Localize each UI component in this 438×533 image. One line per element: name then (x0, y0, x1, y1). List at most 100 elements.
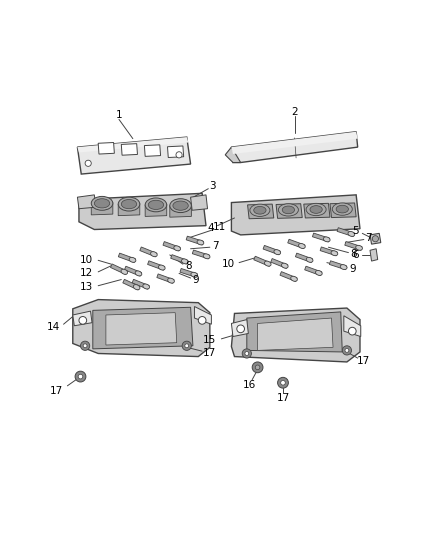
Polygon shape (171, 255, 188, 264)
Circle shape (75, 371, 86, 382)
Ellipse shape (332, 203, 352, 215)
Circle shape (184, 343, 190, 349)
Circle shape (255, 365, 260, 370)
Ellipse shape (129, 257, 136, 262)
Circle shape (81, 341, 90, 350)
Polygon shape (337, 228, 354, 237)
Ellipse shape (121, 269, 127, 274)
Polygon shape (344, 316, 361, 336)
Text: 14: 14 (47, 322, 60, 332)
Ellipse shape (291, 276, 297, 281)
Polygon shape (280, 272, 297, 281)
Ellipse shape (306, 257, 313, 262)
Text: 3: 3 (210, 181, 216, 191)
Ellipse shape (118, 197, 140, 211)
Text: 8: 8 (350, 249, 357, 259)
Polygon shape (186, 236, 203, 245)
Circle shape (372, 236, 378, 242)
Text: 17: 17 (203, 348, 216, 358)
Circle shape (176, 152, 182, 158)
Ellipse shape (197, 240, 204, 245)
Text: 1: 1 (116, 110, 122, 120)
Circle shape (78, 374, 83, 379)
Polygon shape (73, 300, 210, 357)
Polygon shape (167, 146, 184, 158)
Polygon shape (247, 204, 274, 219)
Polygon shape (330, 203, 356, 217)
Circle shape (349, 327, 356, 335)
Ellipse shape (306, 203, 326, 216)
Polygon shape (110, 264, 127, 274)
Polygon shape (118, 253, 136, 263)
Ellipse shape (143, 284, 149, 289)
Text: 9: 9 (193, 274, 199, 285)
Text: 17: 17 (276, 393, 290, 403)
Circle shape (278, 377, 288, 388)
Polygon shape (247, 312, 342, 352)
Polygon shape (271, 259, 288, 269)
Circle shape (198, 317, 206, 324)
Polygon shape (170, 205, 191, 217)
Circle shape (252, 362, 263, 373)
Text: 6: 6 (353, 250, 359, 260)
Text: 17: 17 (50, 386, 64, 396)
Ellipse shape (133, 285, 140, 290)
Text: 5: 5 (353, 226, 359, 236)
Circle shape (83, 344, 87, 348)
Polygon shape (231, 195, 360, 235)
Polygon shape (73, 311, 92, 326)
Ellipse shape (91, 196, 113, 210)
Polygon shape (79, 193, 206, 230)
Ellipse shape (254, 206, 266, 214)
Polygon shape (305, 266, 322, 276)
Circle shape (237, 325, 244, 333)
Polygon shape (258, 318, 333, 350)
Text: 12: 12 (80, 269, 93, 278)
Polygon shape (225, 147, 240, 163)
Polygon shape (329, 261, 346, 270)
Polygon shape (191, 195, 208, 210)
Ellipse shape (282, 263, 288, 268)
Text: 11: 11 (212, 222, 226, 232)
Ellipse shape (121, 199, 137, 209)
Ellipse shape (168, 278, 174, 283)
Ellipse shape (348, 231, 355, 237)
Ellipse shape (356, 245, 362, 251)
Polygon shape (192, 250, 210, 259)
Ellipse shape (310, 206, 322, 213)
Polygon shape (263, 245, 280, 255)
Text: 8: 8 (185, 262, 191, 271)
Polygon shape (163, 241, 180, 251)
Circle shape (245, 352, 249, 356)
Circle shape (345, 349, 349, 352)
Polygon shape (124, 266, 141, 276)
Circle shape (185, 344, 189, 348)
Circle shape (79, 317, 87, 324)
Ellipse shape (250, 204, 270, 216)
Circle shape (182, 341, 191, 350)
Polygon shape (194, 306, 212, 324)
Ellipse shape (340, 264, 347, 270)
Ellipse shape (181, 259, 188, 264)
Ellipse shape (274, 249, 281, 255)
Ellipse shape (145, 198, 167, 212)
Ellipse shape (265, 261, 271, 266)
Polygon shape (304, 203, 330, 218)
Text: 7: 7 (365, 233, 372, 243)
Circle shape (281, 381, 285, 385)
Ellipse shape (203, 254, 210, 259)
Ellipse shape (170, 199, 191, 213)
Polygon shape (320, 247, 337, 256)
Polygon shape (98, 142, 114, 154)
Polygon shape (78, 137, 191, 174)
Polygon shape (288, 239, 305, 249)
Circle shape (242, 349, 251, 358)
Ellipse shape (331, 251, 338, 256)
Polygon shape (254, 256, 271, 266)
Polygon shape (118, 203, 140, 216)
Polygon shape (148, 261, 165, 270)
Text: 15: 15 (203, 335, 216, 345)
Ellipse shape (191, 272, 198, 277)
Polygon shape (123, 279, 140, 290)
Polygon shape (132, 279, 149, 289)
